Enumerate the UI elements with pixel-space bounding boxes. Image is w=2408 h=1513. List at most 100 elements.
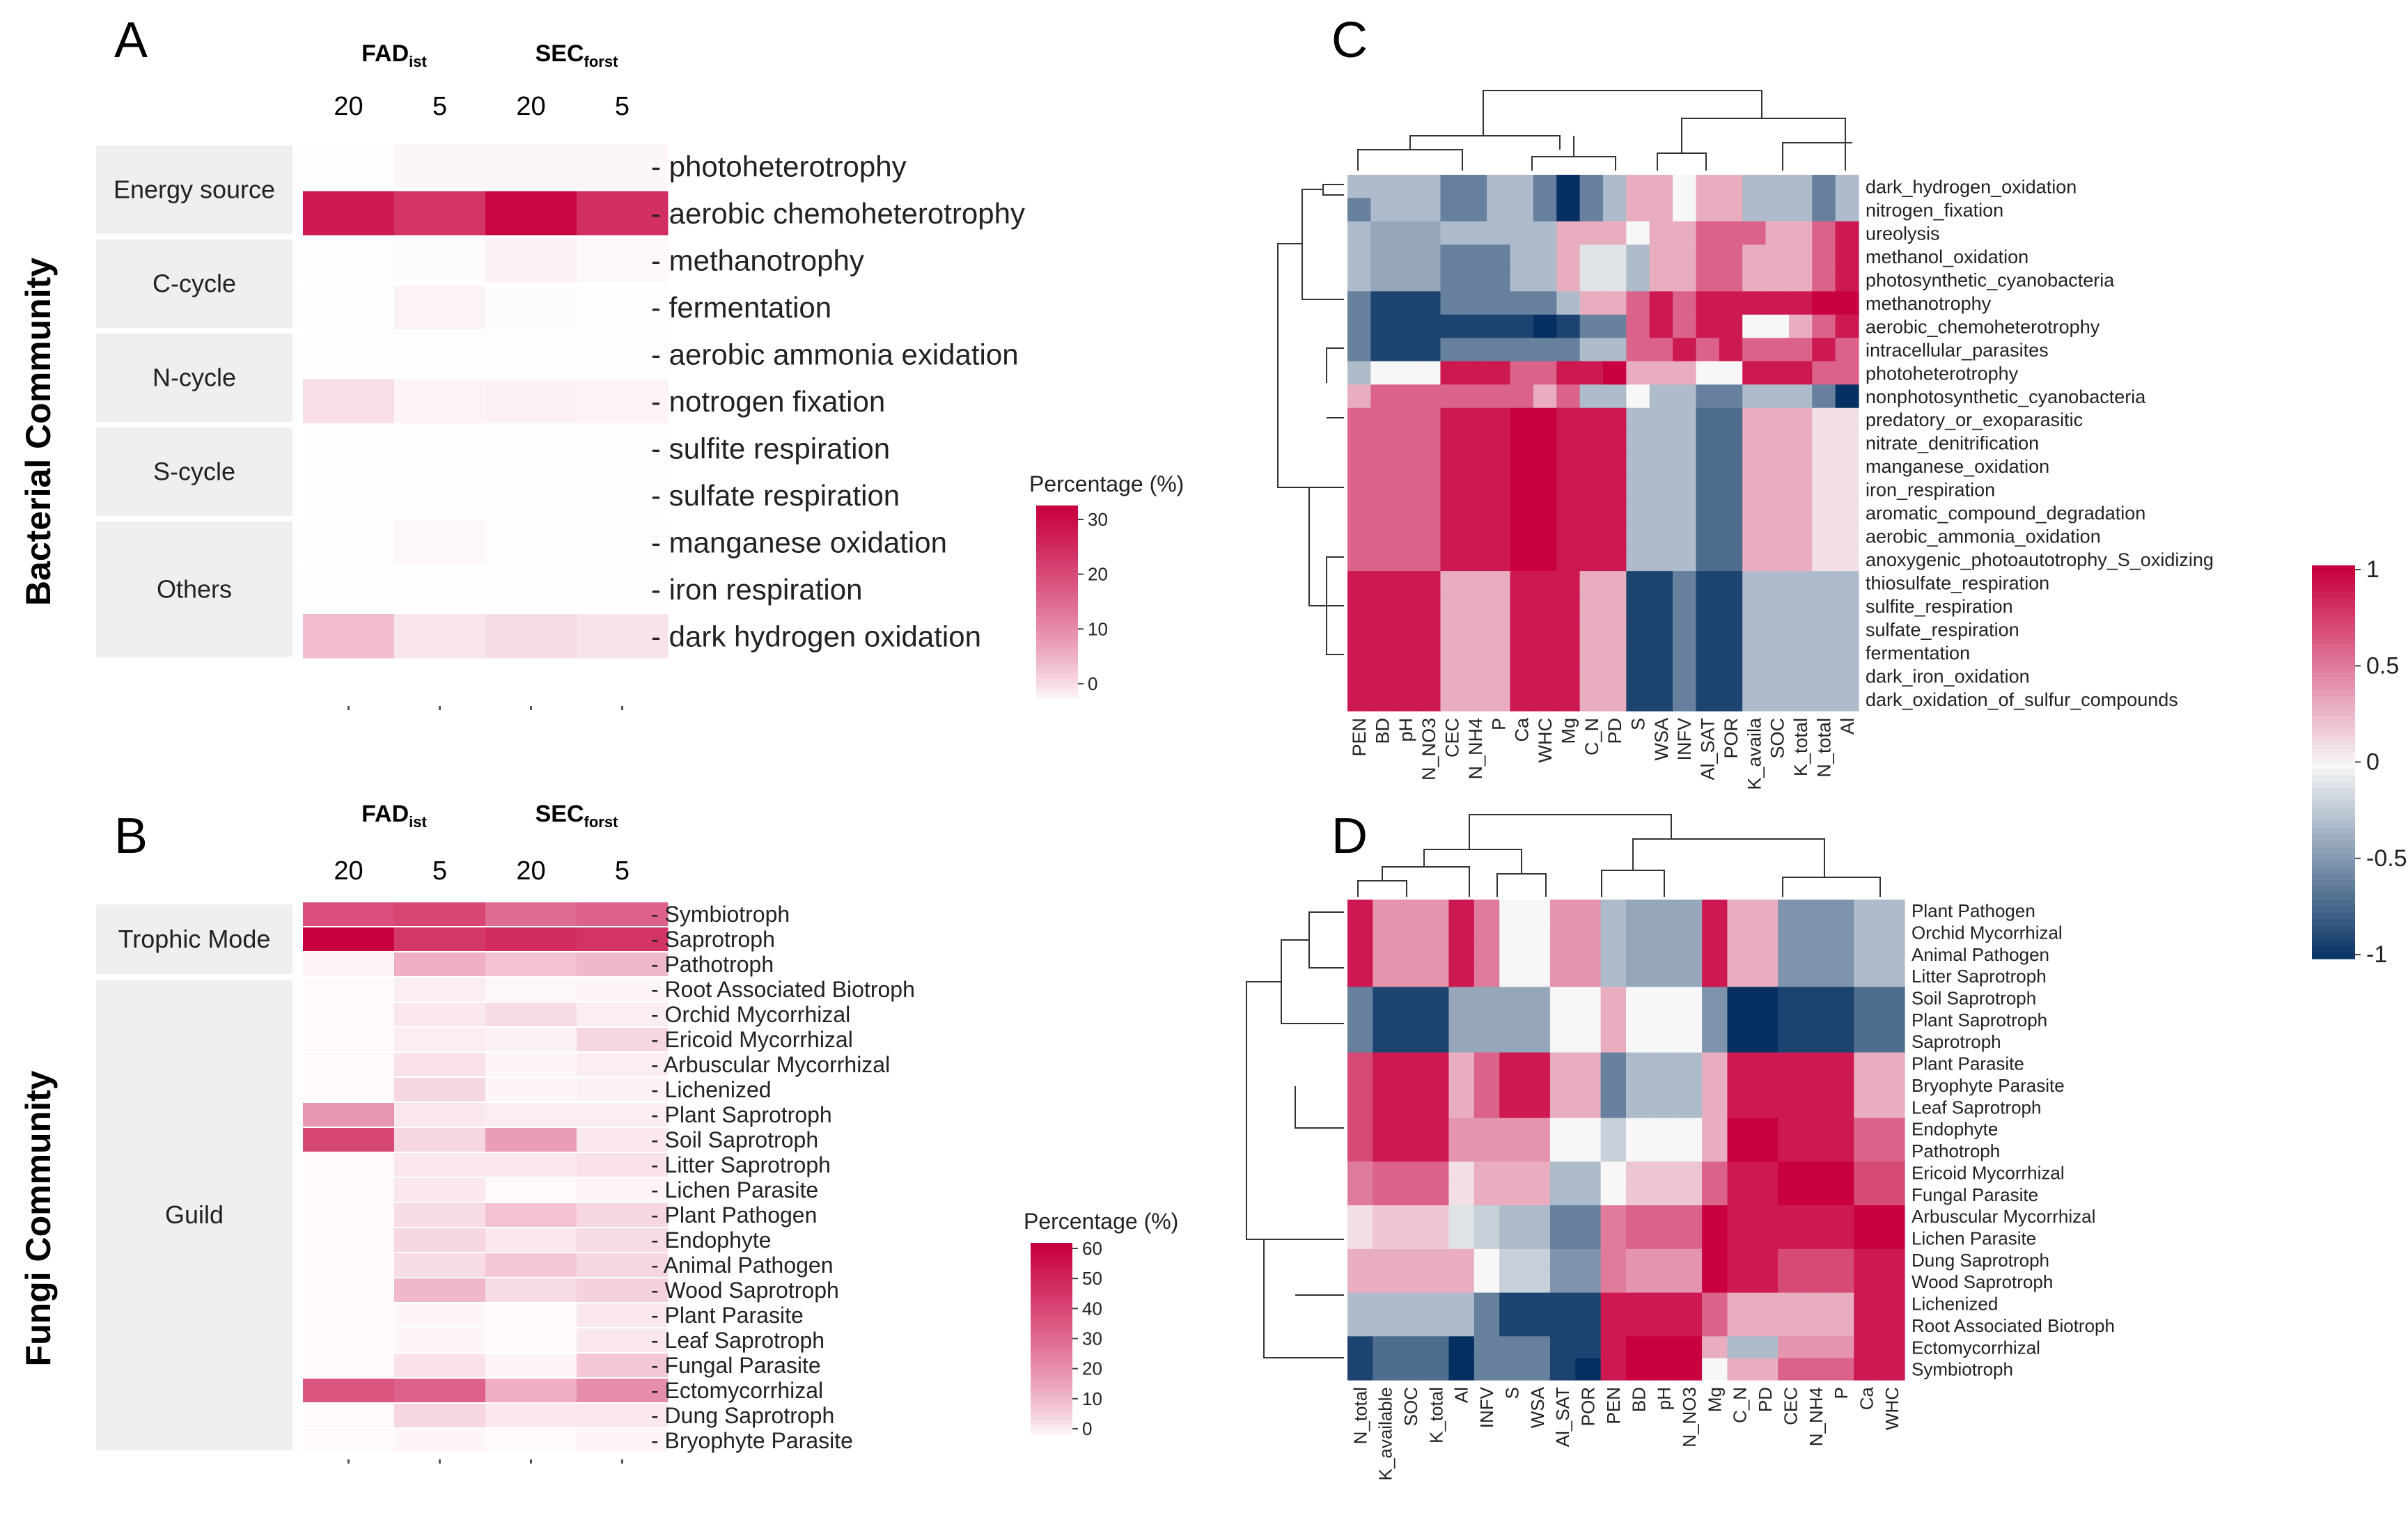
heat-cell: [303, 1003, 395, 1026]
corr-cell: [1417, 687, 1441, 712]
legend-swatch: [1036, 534, 1078, 540]
corr-cell: [1463, 571, 1487, 595]
legend-swatch: [2312, 703, 2355, 710]
corr-cell: [1347, 1008, 1373, 1031]
corr-cell: [1788, 524, 1813, 549]
corr-cell: [1398, 1314, 1424, 1337]
corr-cell: [1719, 244, 1743, 269]
corr-cell: [1626, 1118, 1652, 1140]
corr-cell: [1600, 965, 1627, 988]
corr-cell: [1626, 198, 1650, 222]
heat-cell: [394, 426, 486, 471]
legend-swatch: [2312, 794, 2355, 802]
corr-cell: [1696, 431, 1720, 455]
corr-cell: [1499, 1052, 1526, 1075]
corr-cell: [1879, 1008, 1905, 1031]
corr-cell: [1788, 594, 1813, 618]
corr-cell: [1440, 407, 1464, 432]
dendrogram-branch: [1409, 135, 1561, 150]
corr-cell: [1398, 987, 1424, 1010]
corr-cell: [1828, 1008, 1854, 1031]
corr-cell: [1649, 175, 1673, 199]
corr-cell: [1440, 501, 1464, 525]
corr-cell: [1626, 221, 1650, 246]
heat-cell: [485, 927, 577, 951]
column-label: K_total: [1790, 718, 1811, 776]
corr-cell: [1828, 921, 1854, 944]
corr-cell: [1676, 1336, 1703, 1359]
corr-cell: [1673, 407, 1697, 432]
corr-cell: [1347, 1140, 1373, 1162]
row-label: - Animal Pathogen: [651, 1253, 834, 1278]
corr-cell: [1448, 1314, 1475, 1337]
heat-cell: [577, 379, 669, 423]
corr-cell: [1778, 1358, 1804, 1381]
row-label: Dung Saprotroph: [1911, 1250, 2049, 1271]
legend-swatch: [1036, 659, 1078, 665]
heat-cell: [303, 1078, 395, 1102]
corr-cell: [1742, 687, 1767, 712]
legend-swatch: [1036, 635, 1078, 641]
corr-cell: [1423, 1358, 1450, 1381]
column-label: POR: [1578, 1387, 1599, 1426]
corr-cell: [1828, 1074, 1854, 1097]
corr-cell: [1393, 571, 1418, 595]
legend-swatch: [1036, 577, 1078, 583]
corr-cell: [1370, 221, 1395, 246]
heat-cell: [303, 927, 395, 951]
corr-cell: [1879, 1052, 1905, 1075]
corr-cell: [1803, 1096, 1829, 1119]
corr-cell: [1879, 1248, 1905, 1271]
legend-tick-label: 40: [1082, 1298, 1102, 1319]
corr-cell: [1702, 1118, 1728, 1140]
corr-cell: [1673, 594, 1697, 618]
dendrogram-branch: [1601, 870, 1665, 897]
corr-cell: [1812, 384, 1836, 409]
legend-swatch: [2312, 781, 2355, 789]
corr-cell: [1752, 1008, 1778, 1031]
corr-cell: [1854, 1271, 1880, 1294]
heat-cell: [485, 426, 577, 471]
legend-swatch: [2312, 710, 2355, 717]
corr-cell: [1696, 314, 1720, 338]
corr-cell: [1524, 1074, 1551, 1097]
corr-cell: [1649, 221, 1673, 246]
corr-cell: [1719, 314, 1743, 338]
corr-cell: [1393, 198, 1418, 222]
corr-cell: [1549, 1096, 1576, 1119]
corr-cell: [1579, 571, 1604, 595]
heat-cell: [394, 1003, 486, 1026]
corr-cell: [1423, 965, 1450, 988]
corr-cell: [1579, 454, 1604, 478]
corr-cell: [1473, 987, 1500, 1010]
corr-cell: [1742, 361, 1767, 385]
row-label: - Plant Saprotroph: [651, 1102, 832, 1127]
corr-cell: [1370, 291, 1395, 315]
corr-cell: [1370, 454, 1395, 478]
corr-cell: [1370, 267, 1395, 292]
heat-cell: [303, 1178, 395, 1202]
corr-cell: [1626, 454, 1650, 478]
column-label: S: [1627, 718, 1648, 730]
corr-cell: [1533, 478, 1557, 502]
corr-cell: [1676, 1140, 1703, 1162]
corr-cell: [1373, 1336, 1399, 1359]
corr-cell: [1742, 221, 1767, 246]
corr-cell: [1788, 221, 1813, 246]
heat-cell: [394, 1228, 486, 1252]
column-group-main: SEC: [535, 801, 584, 827]
corr-cell: [1626, 1314, 1652, 1337]
corr-cell: [1347, 501, 1371, 525]
corr-cell: [1423, 1096, 1450, 1119]
panel-a: Bacterial Community FADist SECforst 20 5 20 5 E…: [19, 40, 1184, 710]
corr-cell: [1626, 900, 1652, 922]
legend-swatch: [2312, 657, 2355, 664]
legend-swatch: [2312, 585, 2355, 593]
column-label: N_NH4: [1465, 718, 1486, 780]
corr-cell: [1499, 1008, 1526, 1031]
corr-cell: [1549, 1074, 1576, 1097]
heat-cell: [394, 1103, 486, 1127]
corr-cell: [1373, 965, 1399, 988]
corr-cell: [1373, 1205, 1399, 1228]
corr-cell: [1579, 664, 1604, 689]
